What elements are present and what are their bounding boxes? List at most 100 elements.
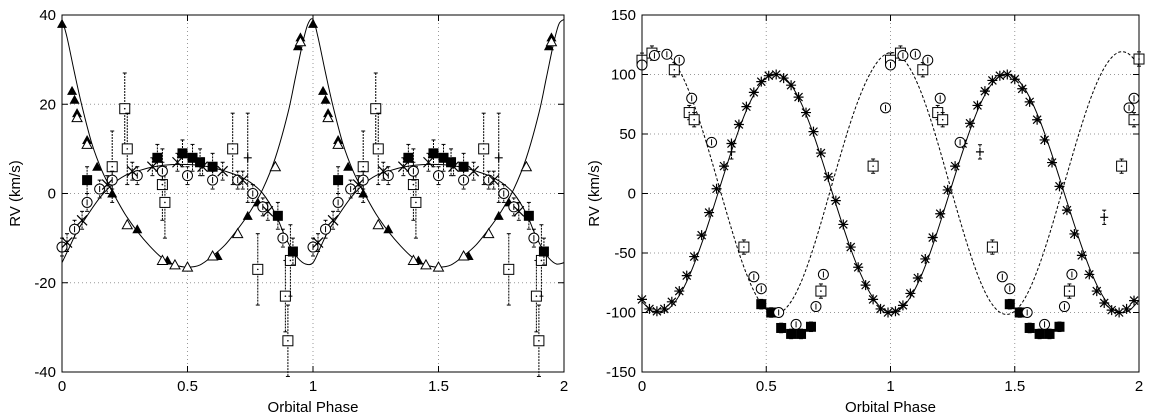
data-point: [897, 300, 908, 311]
data-point: [1121, 303, 1132, 314]
data-point: [482, 227, 495, 239]
data-point: [182, 166, 193, 186]
data-point: [1017, 83, 1028, 94]
asterisk-marker: [651, 306, 662, 317]
square-center-dot: [123, 107, 126, 110]
asterisk-marker: [860, 280, 871, 291]
cross-marker: [101, 179, 113, 190]
data-point: [94, 179, 106, 199]
data-point: [169, 258, 181, 270]
square-center-dot: [673, 68, 676, 71]
data-point: [1128, 92, 1140, 104]
data-point: [756, 76, 767, 87]
x-tick-label: 0: [58, 378, 66, 395]
data-point: [410, 166, 422, 239]
data-point: [1004, 283, 1016, 295]
cross-marker: [397, 161, 409, 173]
data-point: [975, 144, 984, 160]
data-point: [801, 107, 812, 118]
square-center-dot: [991, 246, 994, 248]
asterisk-marker: [1009, 74, 1020, 85]
x-tick-label: 1: [886, 378, 894, 395]
filled-triangle-marker: [132, 224, 143, 234]
cross-marker: [423, 156, 434, 168]
data-point: [651, 306, 662, 317]
data-point: [1002, 69, 1013, 80]
square-center-dot: [538, 339, 540, 342]
x-tick-label: 1: [309, 378, 317, 395]
asterisk-marker: [972, 100, 983, 111]
square-center-dot: [688, 111, 691, 114]
data-point: [1116, 158, 1128, 174]
cross-marker: [327, 214, 339, 226]
data-point: [1091, 286, 1102, 297]
asterisk-marker: [1047, 157, 1058, 168]
cross-marker: [312, 237, 324, 249]
asterisk-marker: [1069, 228, 1080, 239]
asterisk-marker: [927, 232, 938, 243]
data-point: [1044, 328, 1055, 340]
filled-square-marker: [272, 210, 283, 221]
data-point: [494, 112, 503, 203]
data-point: [119, 72, 131, 145]
y-tick-label: -40: [34, 364, 56, 381]
filled-square-marker: [1034, 328, 1045, 339]
data-point: [661, 48, 673, 60]
y-tick-label: -20: [34, 275, 56, 292]
plus-marker: [975, 147, 984, 156]
asterisk-marker: [950, 161, 961, 172]
square-center-dot: [111, 165, 113, 168]
data-point: [432, 261, 445, 272]
data-point: [817, 268, 829, 280]
data-point: [830, 195, 841, 206]
asterisk-marker: [696, 230, 707, 241]
data-point: [796, 328, 807, 340]
asterisk-marker: [704, 207, 715, 218]
open-triangle-marker: [81, 138, 93, 149]
filled-square-marker: [538, 246, 549, 257]
data-point: [763, 70, 774, 81]
data-point: [704, 207, 715, 218]
asterisk-marker: [801, 107, 812, 118]
data-point: [996, 271, 1008, 283]
asterisk-marker: [726, 138, 737, 149]
cross-marker: [262, 205, 274, 217]
filled-square-marker: [195, 157, 206, 168]
data-point: [741, 101, 752, 112]
open-triangle-marker: [520, 160, 533, 172]
open-triangle-marker: [420, 258, 432, 270]
x-tick-label: 1.5: [428, 378, 449, 395]
square-center-dot: [535, 295, 538, 297]
cross-marker: [513, 205, 525, 217]
asterisk-marker: [1084, 269, 1095, 280]
open-triangle-marker: [432, 261, 445, 272]
rv-chart-right: 0 0.5 1 1.5 2 -150 -100 -50 0 50 100 150 Orbital Ph…: [586, 7, 1145, 416]
filled-square-marker: [756, 299, 767, 310]
data-point: [883, 307, 894, 318]
data-point: [1123, 102, 1135, 114]
x-tick-label: 0.5: [756, 378, 777, 395]
data-point: [706, 136, 718, 148]
cross-marker: [197, 161, 208, 173]
axis-ticks: 0 0.5 1 1.5 2 -150 -100 -50 0 50 100 150: [606, 7, 1143, 395]
asterisk-marker: [845, 242, 856, 253]
data-point: [333, 166, 344, 194]
asterisk-marker: [719, 161, 730, 172]
data-point: [1021, 307, 1033, 318]
data-point: [987, 75, 998, 86]
data-point: [648, 49, 660, 61]
data-point: [69, 219, 81, 239]
data-point: [503, 233, 515, 306]
cross-marker: [126, 165, 138, 177]
data-point: [488, 170, 500, 190]
filled-square-marker: [152, 152, 163, 163]
data-point: [972, 100, 983, 111]
data-point: [666, 296, 677, 307]
data-point: [252, 233, 264, 306]
square-center-dot: [289, 259, 292, 262]
data-point: [82, 166, 93, 194]
data-point: [71, 111, 83, 123]
data-point: [67, 85, 78, 95]
data-point: [101, 175, 113, 194]
square-center-dot: [1120, 165, 1123, 167]
